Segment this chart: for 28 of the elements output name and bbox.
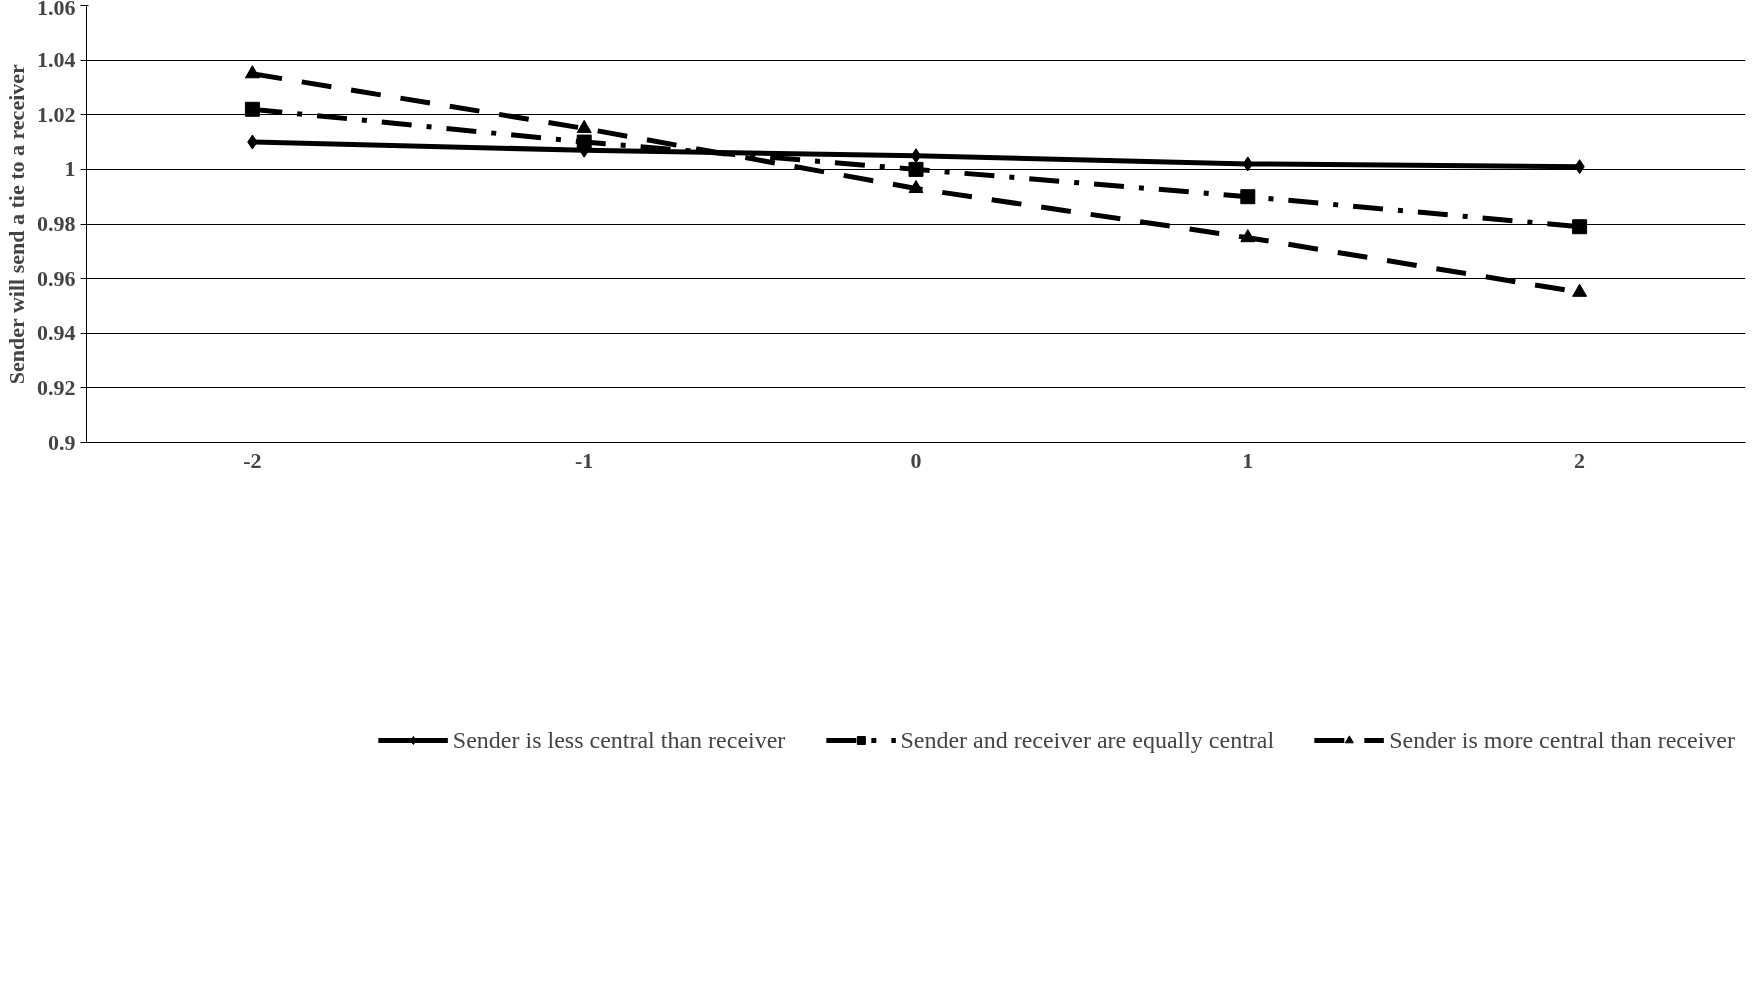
y-tick-label: 0.92 [37, 374, 76, 400]
y-tick-label: 0.94 [37, 320, 76, 346]
point [908, 161, 924, 177]
x-tick-label: 0 [910, 447, 922, 473]
x-tick-label: 1 [1242, 447, 1254, 473]
point [1572, 219, 1588, 235]
point [1572, 283, 1588, 297]
point [1240, 189, 1256, 205]
legend-label: Sender is less central than receiver [452, 726, 786, 754]
x-tick-label: 2 [1574, 447, 1586, 473]
point [244, 101, 260, 117]
y-tick-label: 1.04 [37, 47, 76, 73]
y-axis-title: Sender will send a tie to a receiver [4, 63, 29, 385]
legend-label: Sender is more central than receiver [1389, 726, 1735, 754]
legend-label: Sender and receiver are equally central [900, 726, 1275, 754]
y-tick-label: 0.96 [37, 265, 76, 291]
y-tick-label: 0.9 [48, 429, 76, 455]
x-tick-label: -2 [243, 447, 262, 473]
y-tick-label: 1 [64, 156, 76, 182]
y-tick-label: 0.98 [37, 211, 76, 236]
y-tick-label: 1.06 [37, 0, 76, 20]
point [908, 179, 924, 194]
x-tick-label: -1 [575, 447, 594, 473]
point [244, 65, 260, 79]
point [910, 148, 922, 164]
point [576, 134, 592, 150]
point [1240, 229, 1256, 243]
y-tick-label: 1.02 [37, 101, 76, 127]
